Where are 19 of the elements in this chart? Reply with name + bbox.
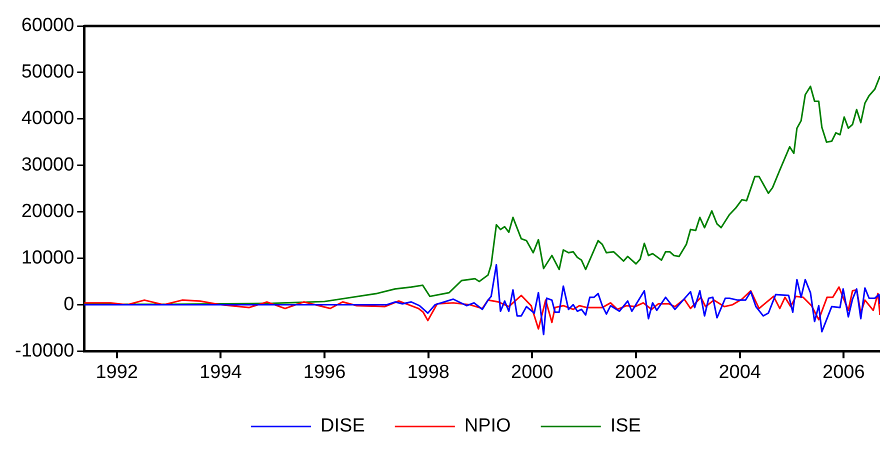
legend-label: ISE [610,416,641,437]
y-tick-label: 30000 [21,154,74,176]
x-tick-label: 2004 [718,362,762,383]
y-tick-label: 60000 [21,15,74,36]
y-tick-label: 20000 [21,201,74,222]
y-tick-label: -10000 [14,340,74,362]
x-tick-label: 2006 [822,362,865,383]
legend-label: NPIO [464,416,511,437]
x-tick-label: 1996 [303,362,346,383]
x-tick-label: 1998 [407,362,450,383]
x-tick-label: 2000 [511,362,554,383]
y-tick-label: 40000 [21,108,74,130]
y-tick-label: 0 [64,294,74,315]
x-tick-label: 1994 [200,362,242,383]
y-tick-label: 10000 [21,248,74,269]
x-tick-label: 1992 [96,362,138,383]
y-tick-label: 50000 [21,62,74,83]
x-tick-label: 2002 [614,362,658,383]
legend-label: DISE [320,416,365,437]
